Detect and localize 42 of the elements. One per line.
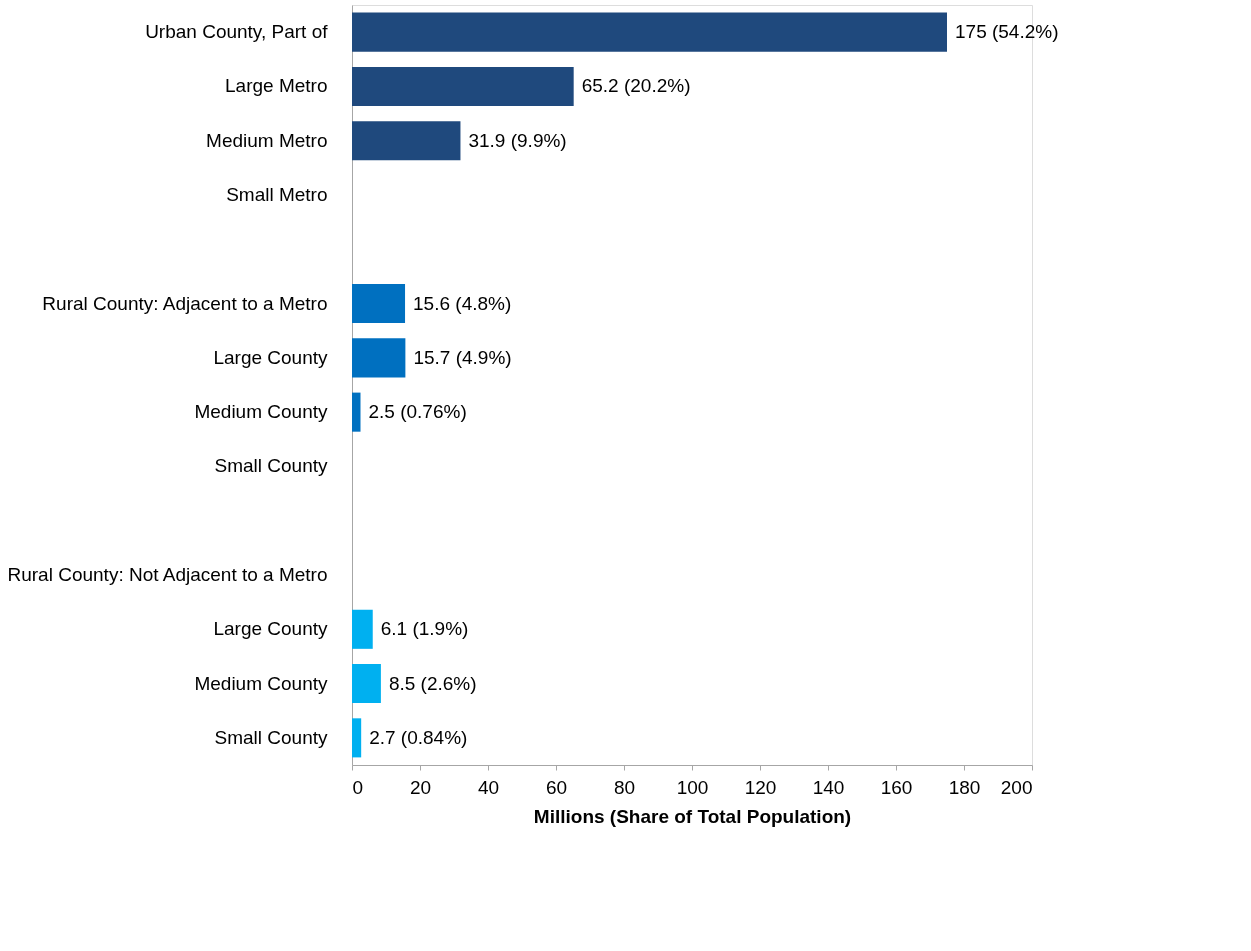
bar — [352, 12, 947, 52]
x-tick-label: 180 — [948, 776, 981, 798]
data-label: 2.5 (0.76%) — [368, 401, 467, 423]
data-label: 6.1 (1.9%) — [380, 618, 469, 640]
y-tick-label: Large County — [213, 346, 328, 368]
x-axis-title: Millions (Share of Total Population) — [533, 805, 852, 827]
y-tick-label: Small County — [214, 455, 328, 477]
y-tick-label: Medium County — [194, 401, 328, 423]
bar — [352, 392, 361, 432]
data-label: 65.2 (20.2%) — [581, 75, 691, 97]
y-tick-label: Large County — [213, 618, 328, 640]
bar — [352, 664, 381, 704]
bar — [352, 718, 362, 758]
y-tick-label: Rural County: Not Adjacent to a Metro — [7, 564, 328, 585]
x-tick-label: 160 — [880, 776, 913, 798]
data-label: 15.7 (4.9%) — [413, 346, 512, 368]
y-tick-label: Rural County: Adjacent to a Metro — [42, 292, 328, 314]
x-tick-label: 0 — [352, 776, 364, 798]
x-tick-label: 60 — [545, 776, 568, 798]
y-tick-label: Medium Metro — [206, 129, 328, 151]
x-tick-label: 20 — [409, 776, 432, 798]
x-tick-label: 100 — [676, 776, 709, 798]
x-tick-label: 120 — [744, 776, 777, 798]
y-tick-label: Medium County — [194, 672, 328, 694]
bar — [352, 609, 373, 649]
data-label: 175 (54.2%) — [955, 21, 1059, 43]
y-tick-label: Small Metro — [226, 184, 328, 205]
data-label: 15.6 (4.8%) — [413, 292, 512, 314]
bar — [352, 121, 461, 161]
data-label: 31.9 (9.9%) — [468, 129, 567, 151]
y-tick-label: Large Metro — [225, 75, 328, 97]
bar — [352, 338, 406, 378]
x-tick-label: 80 — [613, 776, 636, 798]
x-tick-label: 200 — [1000, 776, 1033, 798]
bar — [352, 284, 406, 324]
x-tick-label: 140 — [812, 776, 845, 798]
bar — [352, 66, 574, 106]
y-tick-label: Urban County, Part of — [145, 21, 329, 43]
data-label: 2.7 (0.84%) — [369, 726, 468, 748]
x-tick-label: 40 — [477, 776, 500, 798]
y-tick-label: Small County — [214, 726, 328, 748]
data-label: 8.5 (2.6%) — [388, 672, 477, 694]
